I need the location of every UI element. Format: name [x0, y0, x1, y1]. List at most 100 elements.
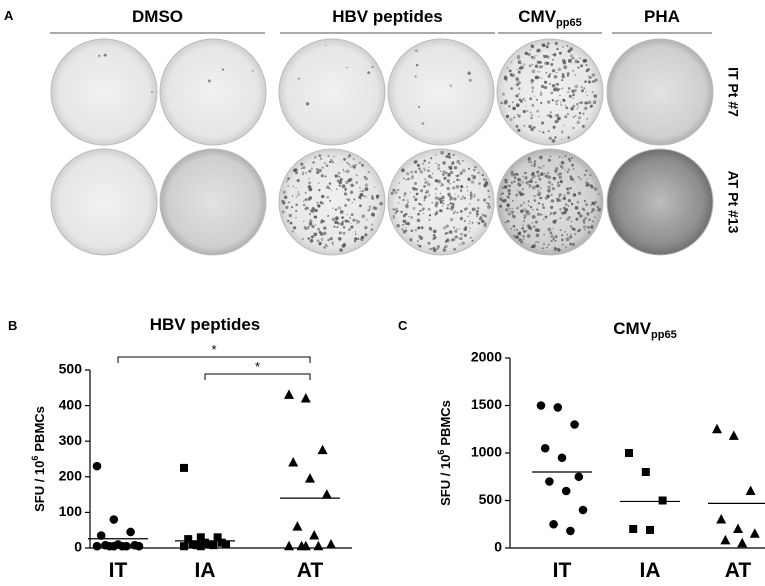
well-spot: [535, 54, 537, 57]
well-spot: [572, 104, 576, 108]
well-spot: [584, 101, 588, 105]
well-spot: [410, 215, 414, 219]
well-spot: [344, 159, 346, 161]
well-spot: [477, 171, 480, 174]
well-spot: [531, 244, 536, 249]
well: [278, 38, 386, 146]
well-spot: [551, 183, 554, 186]
well-spot: [563, 193, 565, 196]
well-spot: [405, 227, 407, 229]
well-spot: [542, 206, 546, 210]
well-spot: [353, 198, 356, 201]
well-spot: [444, 232, 448, 235]
well-spot: [291, 195, 294, 197]
well-spot: [508, 69, 512, 73]
well-spot: [308, 222, 313, 226]
well-spot: [328, 187, 331, 190]
well-spot: [325, 164, 329, 168]
data-point: [309, 530, 320, 540]
well-spot: [303, 226, 306, 229]
well-spot: [331, 242, 334, 244]
well-spot: [351, 164, 356, 168]
well-spot: [563, 124, 566, 127]
well-spot: [414, 75, 417, 78]
well-spot: [568, 159, 572, 162]
well-spot: [402, 220, 405, 223]
well: [50, 148, 158, 256]
well-spot: [583, 87, 586, 90]
well-spot: [472, 175, 477, 179]
well-spot: [562, 167, 564, 169]
well-spot: [537, 70, 540, 73]
well-spot: [543, 55, 547, 59]
well-spot: [547, 227, 552, 232]
well-spot: [577, 229, 581, 233]
well-spot: [308, 187, 313, 192]
well-spot: [453, 180, 455, 183]
well-spot: [522, 237, 525, 240]
well-spot: [463, 197, 467, 200]
well-spot: [561, 138, 563, 141]
well-spot: [352, 218, 356, 222]
well-spot: [364, 183, 369, 187]
well-spot: [447, 192, 451, 197]
well-spot: [458, 179, 461, 181]
well-spot: [484, 178, 488, 182]
well-spot: [392, 208, 395, 211]
well-spot: [326, 245, 329, 248]
well-spot: [470, 175, 473, 177]
data-point: [205, 540, 214, 549]
well-spot: [531, 91, 534, 94]
well-spot: [563, 231, 566, 233]
column-label: CMVpp65: [518, 7, 581, 29]
well-spot: [295, 209, 298, 212]
well-spot: [524, 99, 527, 102]
data-point: [292, 521, 303, 531]
well-spot: [545, 71, 548, 74]
well-spot: [540, 172, 544, 176]
well-spot: [327, 238, 330, 242]
well-spot: [563, 65, 568, 70]
well-spot: [564, 208, 569, 212]
well-spot: [571, 56, 575, 60]
well-spot: [513, 116, 516, 119]
well-spot: [371, 223, 374, 226]
well-spot: [323, 162, 326, 165]
well-spot: [477, 207, 480, 210]
well-spot: [504, 178, 508, 183]
well-spot: [521, 226, 525, 230]
well-spot: [557, 99, 559, 101]
well-spot: [518, 66, 522, 70]
well-spot: [393, 208, 397, 211]
well-spot: [337, 206, 342, 210]
well-spot: [349, 190, 354, 194]
well-spot: [323, 246, 327, 249]
well-spot: [521, 187, 524, 191]
well-spot: [342, 243, 347, 247]
well-spot: [534, 220, 538, 224]
x-tick-label: IT: [553, 559, 572, 581]
well-spot: [521, 181, 524, 184]
well-spot: [570, 220, 573, 223]
well-spot: [473, 195, 476, 198]
well-spot: [547, 130, 550, 133]
well-spot: [424, 191, 427, 194]
well-spot: [511, 199, 514, 202]
well-spot: [530, 56, 534, 59]
well-spot: [478, 222, 481, 225]
data-point: [180, 542, 188, 551]
well-spot: [540, 65, 544, 68]
well-spot: [440, 170, 442, 172]
well-spot: [344, 203, 348, 207]
well-spot: [469, 198, 472, 200]
well-spot: [526, 109, 529, 113]
well-spot: [485, 201, 489, 205]
well-spot: [297, 77, 301, 80]
well-spot: [516, 228, 518, 231]
well-spot: [515, 82, 520, 87]
well-spot: [339, 177, 343, 181]
x-tick-label: IA: [195, 559, 216, 581]
well-spot: [338, 231, 342, 235]
well-spot: [534, 75, 539, 80]
well-spot: [519, 238, 523, 242]
